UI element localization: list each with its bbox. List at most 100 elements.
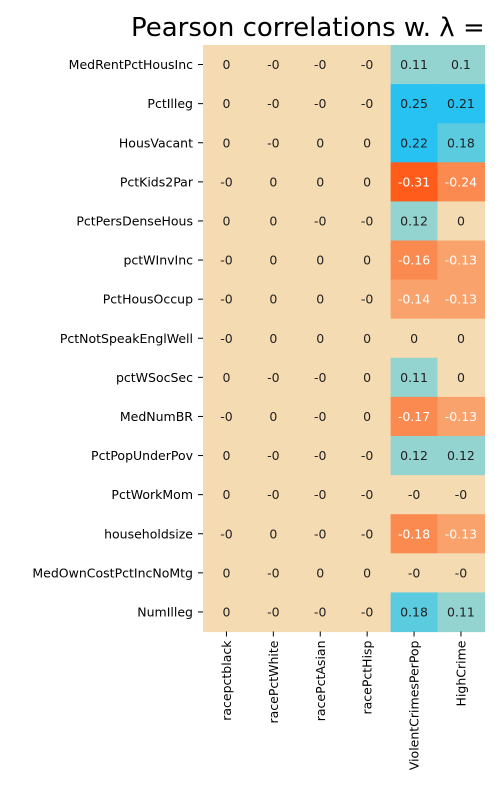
cell-value-label: -0 <box>314 370 327 385</box>
row-label: MedNumBR <box>120 409 193 424</box>
cell-value-label: 0 <box>363 135 371 150</box>
cell-value-label: 0 <box>316 292 324 307</box>
heatmap-cell <box>249 318 298 359</box>
heatmap-cell <box>203 553 251 593</box>
heatmap-cell <box>343 162 392 202</box>
cell-value-label: -0 <box>314 604 327 619</box>
heatmap-cell <box>390 240 439 281</box>
heatmap-cell <box>390 514 439 554</box>
heatmap-cell <box>296 475 345 515</box>
cell-value-label: 0.11 <box>400 57 428 72</box>
row-label: PctNotSpeakEnglWell <box>60 331 193 346</box>
heatmap-cell <box>296 279 345 320</box>
heatmap-cell <box>296 436 345 476</box>
heatmap-cell <box>343 592 392 633</box>
cell-value-label: -0 <box>267 487 280 502</box>
cell-value-label: -0 <box>220 526 233 541</box>
cell-value-label: -0 <box>455 565 468 580</box>
cell-value-label: 0 <box>222 604 230 619</box>
cell-value-label: -0 <box>361 526 374 541</box>
column-label: racepctblack <box>219 640 234 721</box>
cell-value-label: -0 <box>267 565 280 580</box>
heatmap-cell <box>390 318 439 359</box>
heatmap-cell <box>343 84 392 124</box>
heatmap-cell <box>390 84 439 124</box>
cell-value-label: -0 <box>220 331 233 346</box>
column-label: ViolentCrimesPerPop <box>407 640 422 770</box>
heatmap-cell <box>249 240 298 281</box>
cell-value-label: 0 <box>269 174 277 189</box>
cell-value-label: -0.13 <box>445 409 477 424</box>
heatmap-cell <box>203 279 251 320</box>
cell-value-label: 0 <box>363 253 371 268</box>
cell-value-label: 0.18 <box>400 604 428 619</box>
cell-value-label: -0.13 <box>445 292 477 307</box>
cell-value-label: -0 <box>267 96 280 111</box>
heatmap-cell <box>203 592 251 633</box>
heatmap-cell <box>203 396 251 437</box>
heatmap-cell <box>203 514 251 554</box>
cell-value-label: 0 <box>222 135 230 150</box>
heatmap-cell <box>203 436 251 476</box>
row-label: NumIlleg <box>137 604 193 619</box>
row-label: MedOwnCostPctIncNoMtg <box>32 565 193 580</box>
heatmap-cell <box>203 475 251 515</box>
heatmap-cell <box>296 201 345 242</box>
chart-title: Pearson correlations w. λ = <box>131 13 485 43</box>
cell-value-label: -0 <box>314 213 327 228</box>
heatmap-cell <box>390 436 439 476</box>
row-label: PctIlleg <box>147 96 193 111</box>
heatmap-cell <box>437 279 485 320</box>
heatmap-cell <box>343 514 392 554</box>
heatmap-cell <box>343 357 392 398</box>
heatmap-cell <box>296 240 345 281</box>
cell-value-label: -0 <box>314 487 327 502</box>
heatmap-cell <box>390 475 439 515</box>
cell-value-label: 0 <box>457 370 465 385</box>
heatmap-cell <box>249 592 298 633</box>
cell-value-label: 0.12 <box>400 213 428 228</box>
heatmap-cell <box>203 201 251 242</box>
heatmap-cell <box>390 553 439 593</box>
row-label: PctKids2Par <box>120 174 194 189</box>
heatmap-cell <box>296 592 345 633</box>
heatmap-cell <box>343 240 392 281</box>
cell-value-label: -0 <box>314 57 327 72</box>
cell-value-label: -0 <box>220 253 233 268</box>
row-label: HousVacant <box>119 135 193 150</box>
heatmap-cell <box>203 162 251 202</box>
heatmap-cell <box>249 162 298 202</box>
cell-value-label: 0 <box>269 253 277 268</box>
heatmap-cell <box>437 84 485 124</box>
heatmap-cell <box>390 45 439 85</box>
cell-value-label: 0 <box>222 96 230 111</box>
heatmap-cell <box>390 396 439 437</box>
heatmap-cell <box>249 553 298 593</box>
heatmap-cell <box>390 123 439 163</box>
cell-value-label: -0 <box>267 448 280 463</box>
column-label: racePctAsian <box>313 641 328 722</box>
heatmap-cell <box>296 318 345 359</box>
cell-value-label: 0 <box>316 135 324 150</box>
heatmap-cell <box>437 357 485 398</box>
heatmap-cell <box>437 162 485 202</box>
heatmap-cell <box>390 201 439 242</box>
heatmap-cell <box>296 123 345 163</box>
cell-value-label: 0.11 <box>400 370 428 385</box>
cell-value-label: -0.16 <box>398 253 430 268</box>
heatmap-cell <box>437 240 485 281</box>
cell-value-label: -0 <box>408 565 421 580</box>
heatmap-cell <box>437 475 485 515</box>
column-label: racePctWhite <box>266 640 281 723</box>
column-labels: racepctblack racePctWhite racePctAsian race… <box>219 631 468 770</box>
heatmap-cell <box>249 436 298 476</box>
heatmap-cell <box>343 475 392 515</box>
cell-value-label: -0 <box>361 292 374 307</box>
cell-value-label: -0 <box>314 448 327 463</box>
cell-value-label: 0 <box>457 331 465 346</box>
cell-value-label: -0 <box>220 174 233 189</box>
cell-value-label: 0 <box>316 565 324 580</box>
cell-value-label: -0 <box>267 135 280 150</box>
cell-value-label: -0 <box>361 57 374 72</box>
